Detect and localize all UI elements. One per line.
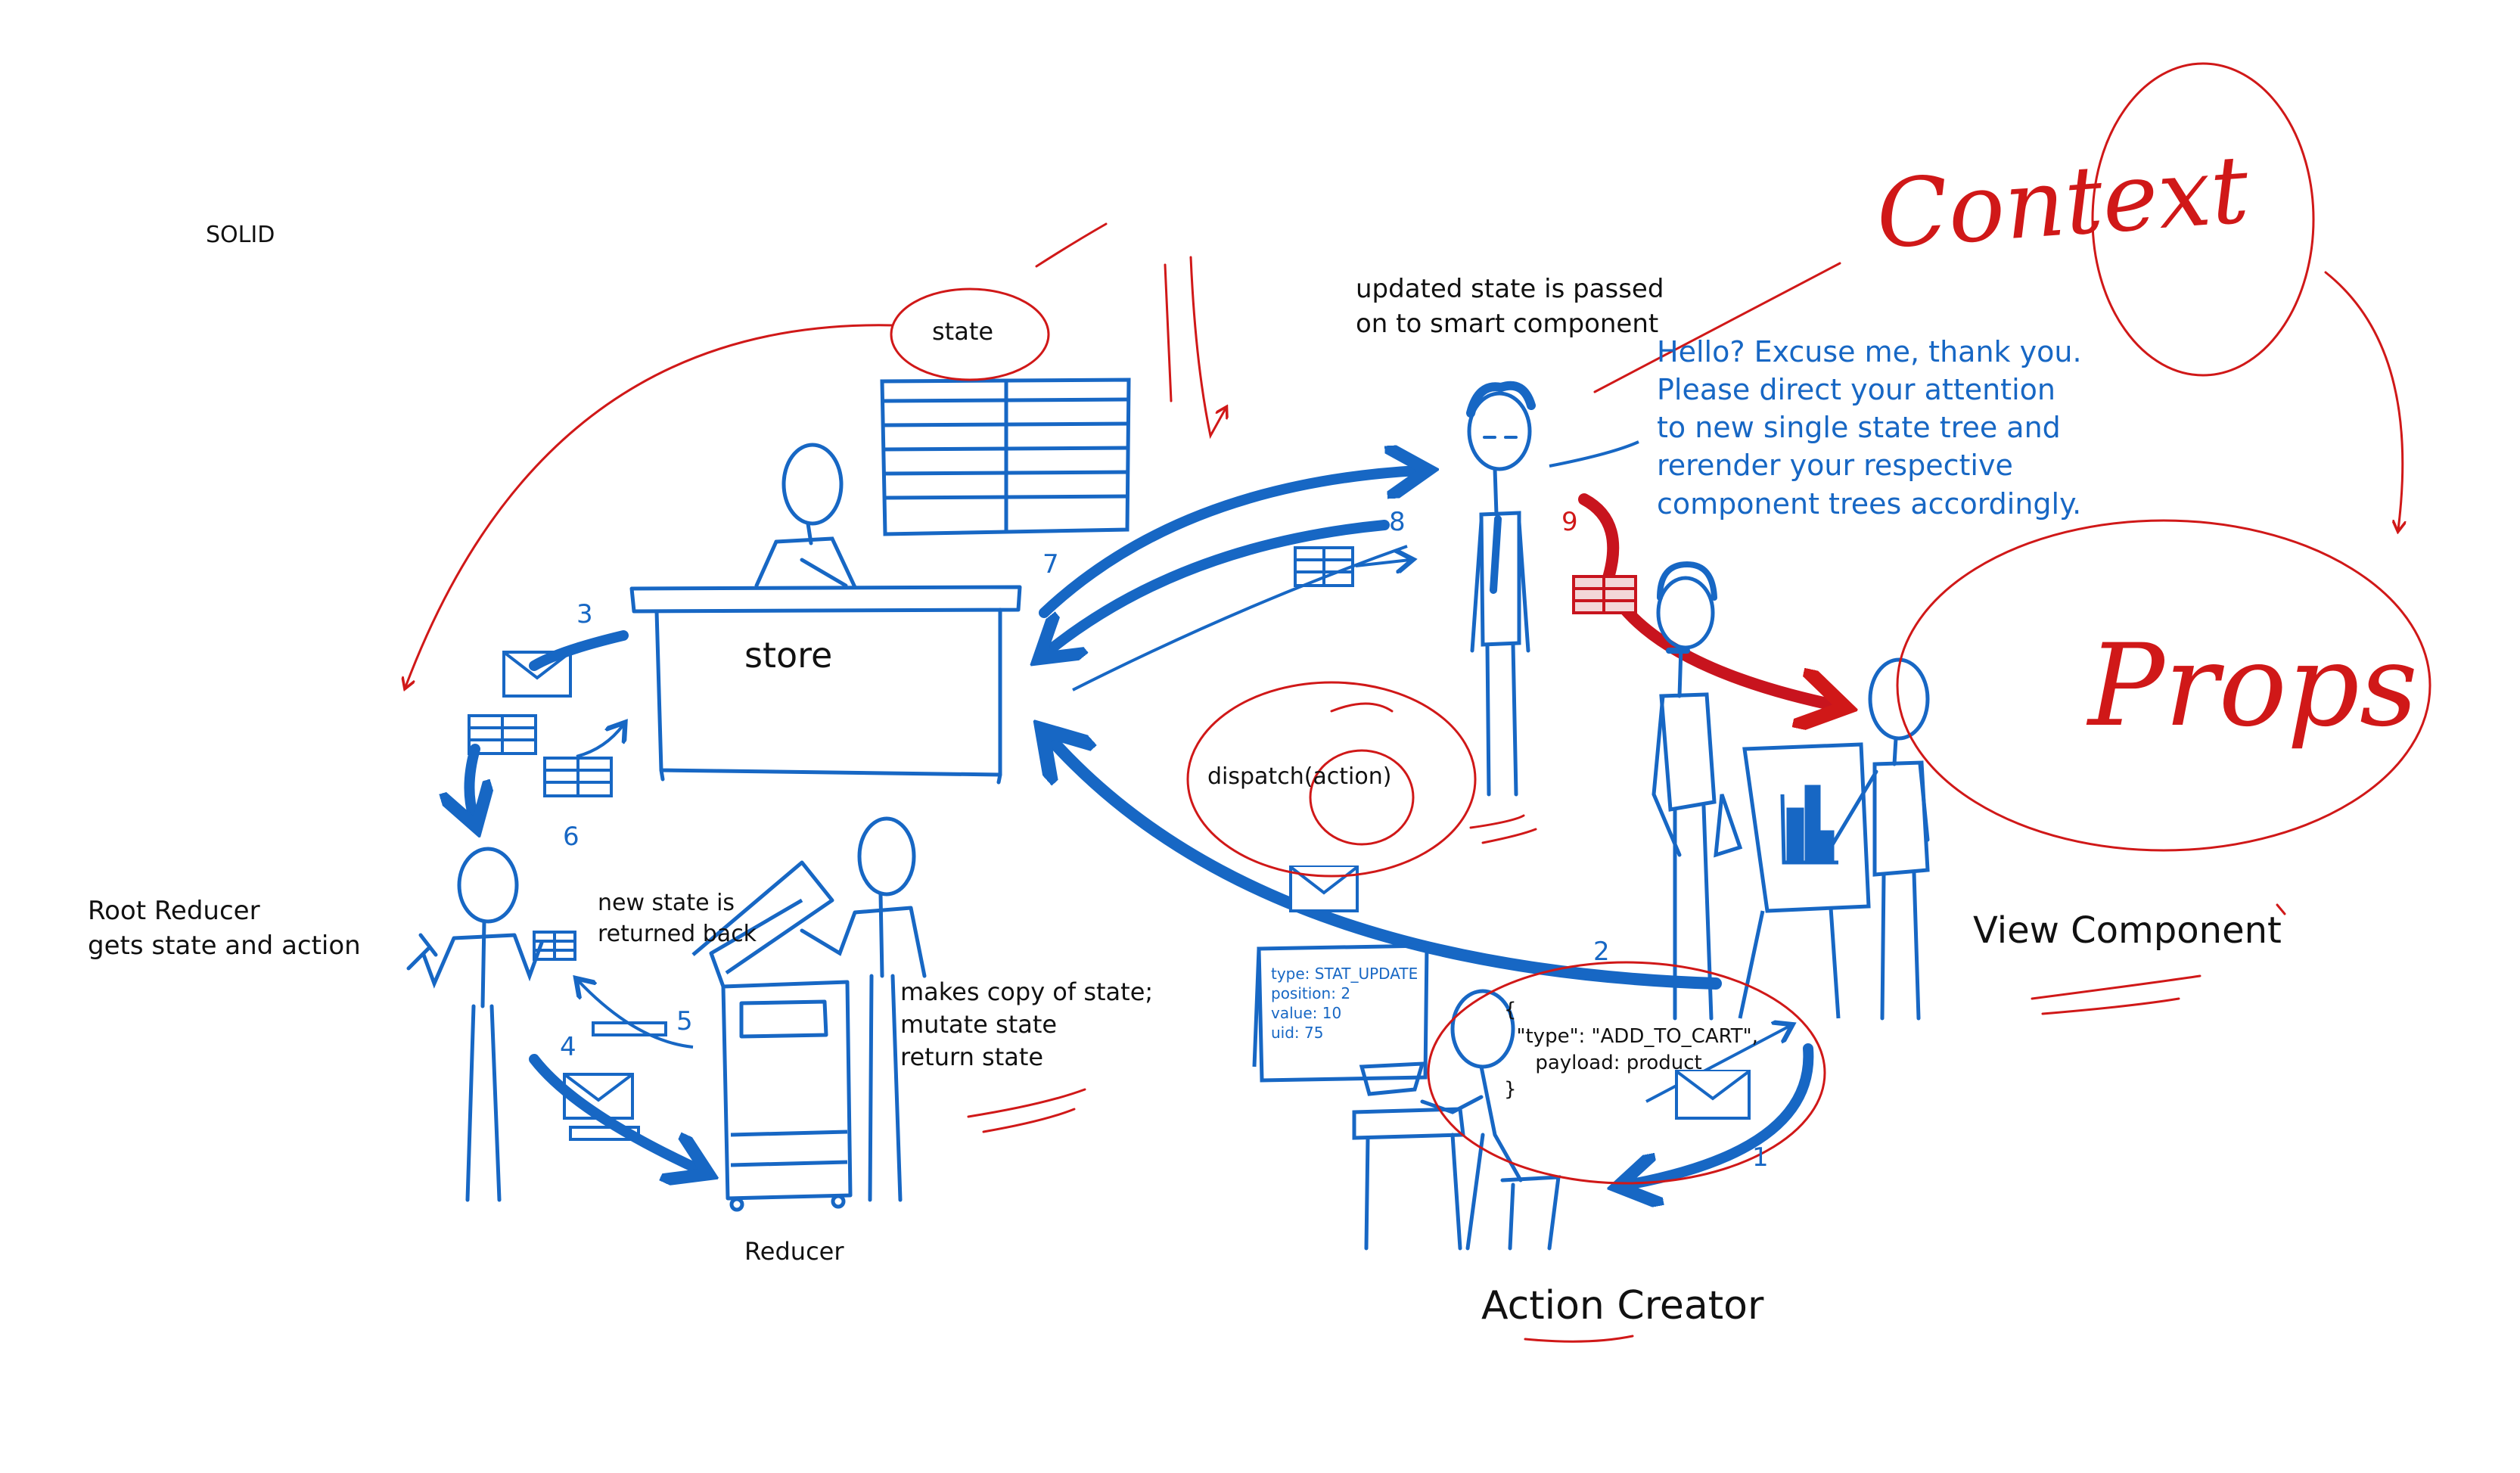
root-reducer-note: Root Reducer gets state and action — [88, 896, 361, 961]
whiteboard-text: type: STAT_UPDATE position: 2 value: 10 … — [1271, 965, 1418, 1042]
easel-chart — [1738, 742, 1871, 1019]
step-number-6: 6 — [563, 822, 580, 852]
action-whiteboard — [1252, 943, 1429, 1083]
step-number-4: 4 — [560, 1032, 576, 1062]
arrow-6 — [576, 725, 623, 758]
action-creator-label: Action Creator — [1481, 1283, 1764, 1328]
new-state-note: new state is returned back — [598, 890, 757, 947]
updated-state-note: updated state is passed on to smart comp… — [1356, 274, 1664, 339]
dispatch-label: dispatch(action) — [1207, 763, 1392, 790]
speech-line — [1549, 440, 1639, 468]
store-label: store — [744, 635, 833, 676]
dispatch-circle — [1186, 681, 1477, 878]
state-to-reducer-arrow — [405, 324, 894, 687]
presenter-figure — [1813, 657, 1930, 1021]
arrow-2 — [1050, 738, 1722, 990]
corner-label: SOLID — [206, 222, 275, 248]
arrow-7 — [1039, 471, 1418, 618]
envelope-icon — [1675, 1070, 1751, 1120]
speech-bubble-text: Hello? Excuse me, thank you. Please dire… — [1657, 335, 2082, 521]
red-annotations — [405, 62, 2431, 1343]
envelope-icon — [1289, 865, 1359, 912]
arrow-8 — [1047, 520, 1390, 652]
step-number-2: 2 — [1593, 937, 1610, 967]
smart-component-figure — [1466, 381, 1536, 797]
arrow-8-thin — [1072, 545, 1408, 691]
action-object-text: { "type": "ADD_TO_CART", payload: produc… — [1504, 999, 1758, 1102]
state-circle — [890, 287, 1050, 381]
arrow-4 — [529, 1054, 699, 1170]
makes-copy-note: makes copy of state; mutate state return… — [900, 977, 1154, 1072]
arrow-5 — [578, 980, 694, 1049]
context-circle — [2091, 62, 2315, 377]
arrow-3b — [469, 744, 475, 817]
step-number-7: 7 — [1042, 549, 1059, 580]
arrow-1 — [1628, 1043, 1814, 1185]
mini-table-icon — [1572, 575, 1637, 614]
props-circle — [1896, 519, 2431, 852]
reducer-label: Reducer — [744, 1237, 844, 1266]
step-number-3: 3 — [576, 599, 593, 629]
step-number-5: 5 — [676, 1006, 693, 1036]
copier-machine — [691, 860, 853, 1212]
state-table — [880, 378, 1131, 536]
root-reducer-figure — [406, 847, 544, 1202]
envelope-icon — [563, 1021, 667, 1141]
view-component-label: View Component — [1973, 909, 2282, 952]
state-label: state — [932, 317, 994, 346]
step-number-8: 8 — [1389, 507, 1406, 537]
reducer-figure — [800, 816, 927, 1202]
envelope-icon — [502, 651, 572, 698]
store-clerk-figure — [754, 443, 857, 589]
action-object-circle — [1427, 961, 1826, 1185]
store-desk — [629, 585, 1022, 785]
mini-table-icon — [468, 714, 613, 961]
mini-table-icon — [1294, 546, 1354, 587]
step-number-1: 1 — [1752, 1142, 1769, 1173]
headset-operator-figure — [1652, 561, 1743, 1021]
props-annotation: Props — [2088, 620, 2418, 752]
step-number-9: 9 — [1561, 507, 1578, 537]
